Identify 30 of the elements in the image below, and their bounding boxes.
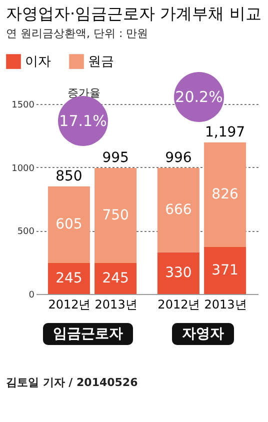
y-tick-label: 500 <box>17 227 35 238</box>
chart-title: 자영업자·임금근로자 가계부채 비교 <box>6 4 262 23</box>
text: 임금근로자 <box>43 323 133 345</box>
data-label: 666 <box>165 202 192 218</box>
annotation: 17.1% <box>59 112 107 130</box>
data-label: 245 <box>102 270 129 286</box>
total-label: 995 <box>102 150 129 166</box>
x-tick-label: 2013년 <box>94 298 138 312</box>
data-label: 371 <box>212 262 238 279</box>
x-tick-label: 2012년 <box>158 298 200 312</box>
data-label: 330 <box>165 265 192 282</box>
legend-label: 이자 <box>25 54 51 70</box>
text: 자영자 <box>172 323 234 345</box>
data-label: 245 <box>56 270 82 286</box>
text: 증가율 <box>68 86 100 100</box>
y-tick-label: 1500 <box>12 100 35 110</box>
y-tick-label: 1000 <box>12 164 35 174</box>
x-tick-label: 2012년 <box>48 298 91 312</box>
total-label: 1,197 <box>204 124 246 140</box>
text: 김토일 기자 / 20140526 <box>6 375 138 390</box>
total-label: 996 <box>165 150 192 166</box>
data-label: 750 <box>102 207 129 224</box>
data-label: 826 <box>212 186 238 203</box>
chart-subtitle: 연 원리금상환액, 단위 : 만원 <box>6 27 148 40</box>
y-tick-label: 0 <box>28 290 35 300</box>
data-label: 605 <box>56 216 82 233</box>
annotation: 20.2% <box>174 72 224 122</box>
legend-label: 원금 <box>88 54 114 70</box>
x-tick-label: 2013년 <box>204 298 247 312</box>
total-label: 850 <box>56 168 82 184</box>
